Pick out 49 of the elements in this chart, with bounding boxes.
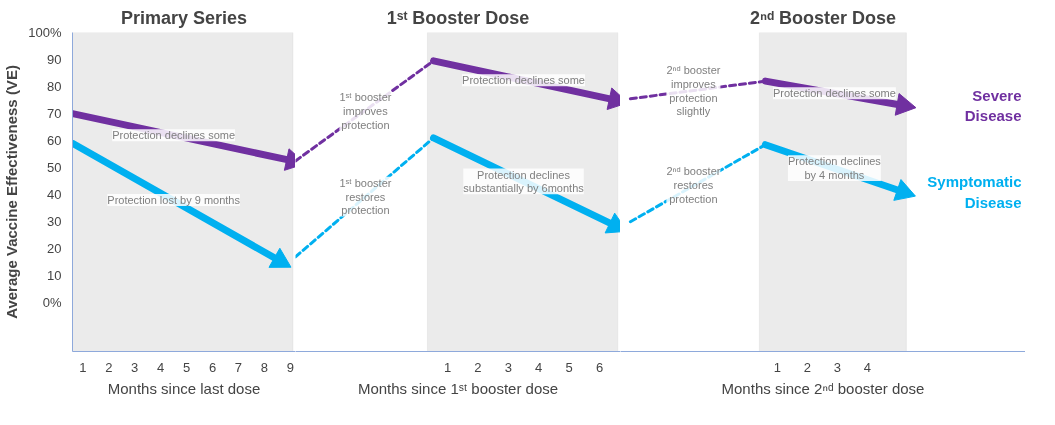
annotation: Protection declines some [112, 129, 236, 142]
annotation: Protection declines by 4 months [787, 155, 882, 182]
y-tick-label: 0% [42, 295, 62, 311]
x-tick-label: 6 [208, 359, 217, 375]
annotation: Protection declines substantially by 6months [463, 168, 585, 195]
x-tick-label: 1 [773, 359, 782, 375]
chart-title: 1ˢᵗ Booster Dose [386, 7, 530, 28]
x-tick-label: 5 [565, 359, 573, 375]
x-tick-label: 1 [443, 359, 452, 375]
y-tick-label: 30 [47, 214, 62, 230]
annotation: 2ⁿᵈ booster restores protection [666, 165, 721, 205]
x-tick-label: 9 [286, 359, 294, 375]
y-tick-label: 40 [47, 187, 62, 203]
annotation: Protection lost by 9 months [107, 194, 241, 207]
y-axis-title: Average Vaccine Effectiveness (VE) [3, 65, 21, 319]
x-tick-label: 3 [131, 359, 139, 375]
annotation: 2ⁿᵈ booster improves protection slightly [666, 63, 721, 118]
x-tick-label: 4 [535, 359, 543, 375]
x-tick-label: 6 [595, 359, 604, 375]
x-tick-label: 8 [260, 359, 268, 375]
annotation: Protection declines some [772, 87, 896, 100]
x-tick-label: 4 [157, 359, 165, 375]
y-tick-label: 90 [47, 52, 62, 68]
chart-title: Primary Series [120, 7, 248, 28]
x-tick-label: 2 [105, 359, 113, 375]
y-tick-label: 60 [47, 133, 62, 149]
x-axis-title: Months since 2ⁿᵈ booster dose [721, 379, 925, 397]
y-tick-label: 10 [47, 268, 62, 284]
x-tick-label: 1 [79, 359, 87, 375]
y-tick-label: 70 [47, 106, 62, 122]
chart-title: 2ⁿᵈ Booster Dose [749, 7, 897, 28]
annotation: Protection declines some [462, 74, 585, 87]
x-tick-label: 7 [234, 359, 243, 375]
x-tick-label: 4 [863, 359, 872, 375]
series-label: Symptomatic Disease [927, 173, 1022, 211]
y-tick-label: 80 [47, 79, 62, 95]
text: Severe Disease [964, 86, 1022, 125]
x-tick-label: 3 [833, 359, 842, 375]
y-tick-label: 50 [47, 160, 62, 176]
y-tick-label: 100% [28, 25, 62, 40]
x-axis-title: Months since 1ˢᵗ booster dose [357, 379, 559, 397]
annotation: 1ˢᵗ booster improves protection [339, 91, 392, 131]
x-tick-label: 5 [182, 359, 191, 375]
x-tick-label: 2 [803, 359, 812, 375]
annotation: 1ˢᵗ booster restores protection [339, 176, 392, 217]
x-tick-label: 3 [504, 359, 512, 375]
y-tick-label: 20 [47, 241, 62, 257]
x-axis-title: Months since last dose [107, 379, 261, 397]
x-tick-label: 2 [474, 359, 482, 375]
